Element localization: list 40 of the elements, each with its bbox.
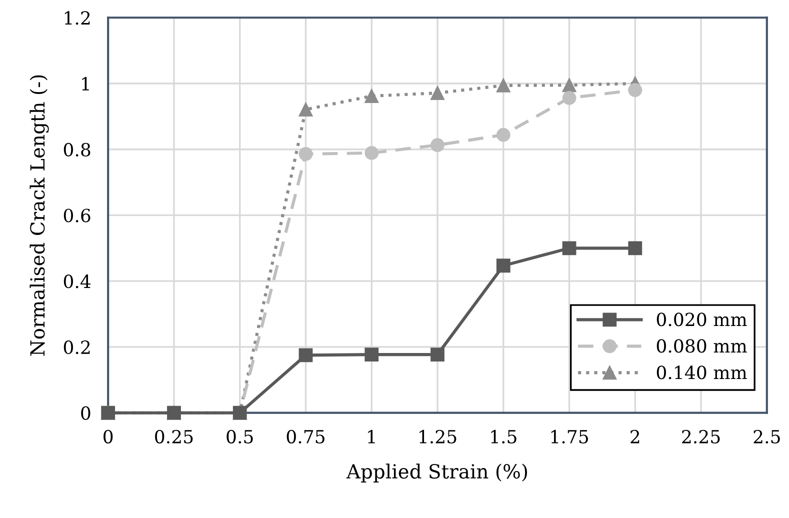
y-tick-label: 1.2 (64, 11, 90, 25)
x-tick-label: 1.75 (551, 430, 588, 444)
legend-label: 0.080 mm (656, 339, 747, 353)
x-tick-label: 0.25 (155, 430, 193, 444)
point (298, 147, 313, 161)
y-tick-label: 0.6 (64, 208, 90, 222)
point (496, 128, 510, 142)
point (430, 348, 444, 362)
x-tick-label: 1.5 (491, 430, 516, 444)
point (496, 258, 510, 273)
y-axis-title: Normalised Crack Length (-) (30, 75, 49, 356)
y-tick-label: 0.2 (64, 340, 90, 354)
point (430, 138, 444, 152)
point (496, 78, 510, 92)
point (364, 89, 379, 103)
point (298, 102, 313, 116)
point (562, 241, 576, 256)
legend-label: 0.020 mm (656, 312, 747, 326)
point (628, 241, 642, 256)
x-axis-title: Applied Strain (%) (346, 464, 528, 482)
y-tick-label: 1 (82, 76, 89, 90)
point (562, 91, 576, 105)
x-tick-label: 2 (630, 430, 640, 444)
point (298, 348, 313, 362)
x-tick-label: 0.75 (286, 430, 324, 444)
x-tick-label: 0.5 (226, 430, 253, 444)
point (430, 86, 444, 100)
point (562, 78, 576, 92)
y-tick-label: 0.8 (64, 142, 90, 156)
point (628, 83, 642, 98)
x-tick-label: 2.25 (682, 430, 720, 444)
point (364, 348, 379, 362)
point (364, 146, 379, 160)
y-tick-label: 0.4 (64, 274, 91, 288)
x-tick-label: 2.5 (754, 430, 780, 444)
x-tick-label: 1.25 (420, 430, 456, 444)
x-tick-label: 0 (104, 430, 113, 444)
x-tick-label: 1 (368, 430, 375, 444)
y-tick-label: 0 (81, 406, 90, 420)
legend-label: 0.140 mm (656, 366, 747, 380)
